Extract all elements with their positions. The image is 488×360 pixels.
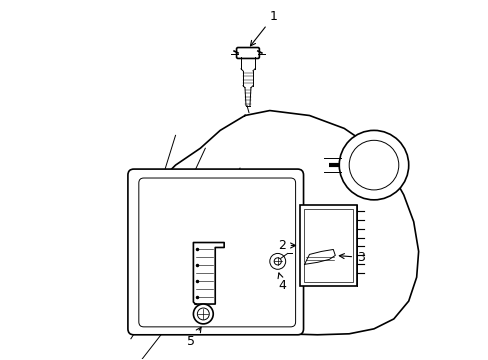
- Text: 5: 5: [187, 327, 201, 348]
- Circle shape: [274, 258, 281, 265]
- Circle shape: [339, 130, 408, 200]
- Polygon shape: [304, 249, 335, 264]
- FancyBboxPatch shape: [139, 178, 295, 327]
- Circle shape: [269, 253, 285, 269]
- FancyBboxPatch shape: [303, 209, 352, 282]
- FancyBboxPatch shape: [236, 48, 259, 58]
- Circle shape: [348, 140, 398, 190]
- FancyBboxPatch shape: [299, 205, 356, 286]
- Text: 4: 4: [278, 273, 286, 292]
- Text: 1: 1: [250, 10, 277, 46]
- Polygon shape: [193, 243, 224, 304]
- Circle shape: [197, 308, 209, 320]
- Text: 3: 3: [339, 251, 364, 264]
- FancyBboxPatch shape: [128, 169, 303, 335]
- Circle shape: [193, 304, 213, 324]
- Text: 2: 2: [277, 239, 295, 252]
